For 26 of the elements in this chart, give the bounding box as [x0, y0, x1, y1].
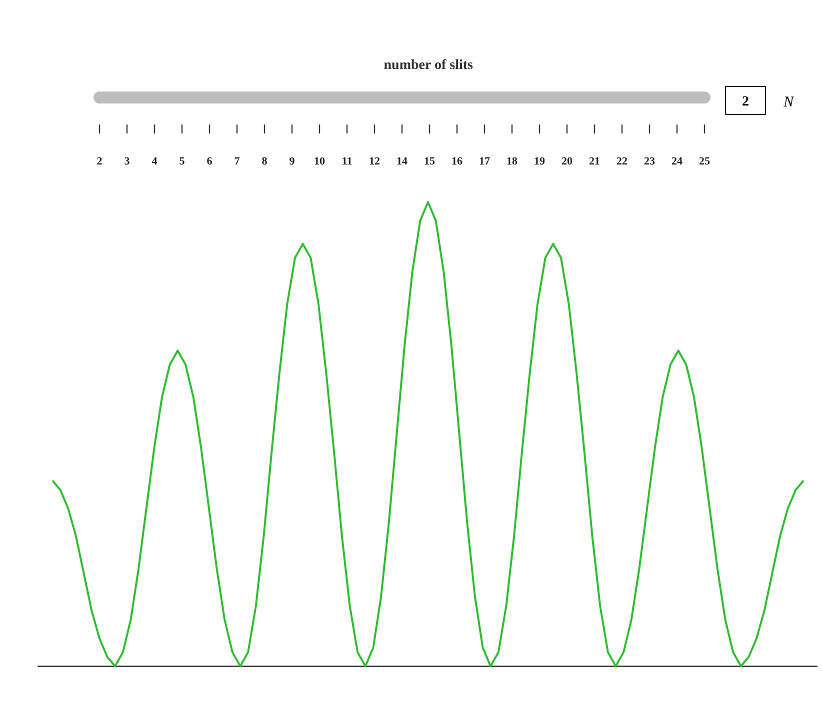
category-label: 11 [342, 156, 352, 168]
category-label: 19 [534, 156, 546, 168]
category-label: 8 [262, 156, 268, 168]
category-label: 24 [672, 156, 683, 168]
category-label: 14 [396, 156, 408, 168]
category-label: 15 [424, 156, 436, 168]
category-label: 3 [124, 156, 130, 168]
text: 2 [96, 156, 103, 168]
category-label: 12 [369, 156, 380, 168]
text: N [782, 94, 794, 110]
category-label: 4 [152, 156, 158, 168]
category-label: 10 [314, 156, 326, 168]
category-label: 5 [179, 156, 186, 168]
category-label: 9 [289, 156, 296, 168]
category-label: 18 [506, 156, 518, 168]
category-label: 16 [452, 156, 463, 168]
category-label: 22 [616, 156, 628, 168]
category-label: 2 [742, 94, 749, 110]
category-label: 20 [562, 156, 573, 168]
category-label: 21 [589, 156, 600, 168]
category-label: 7 [234, 156, 240, 168]
category-label: 17 [479, 156, 490, 168]
category-label: 25 [699, 156, 710, 168]
text: number of slits [384, 58, 474, 73]
category-label: 23 [644, 156, 656, 168]
category-label: 6 [206, 156, 213, 168]
